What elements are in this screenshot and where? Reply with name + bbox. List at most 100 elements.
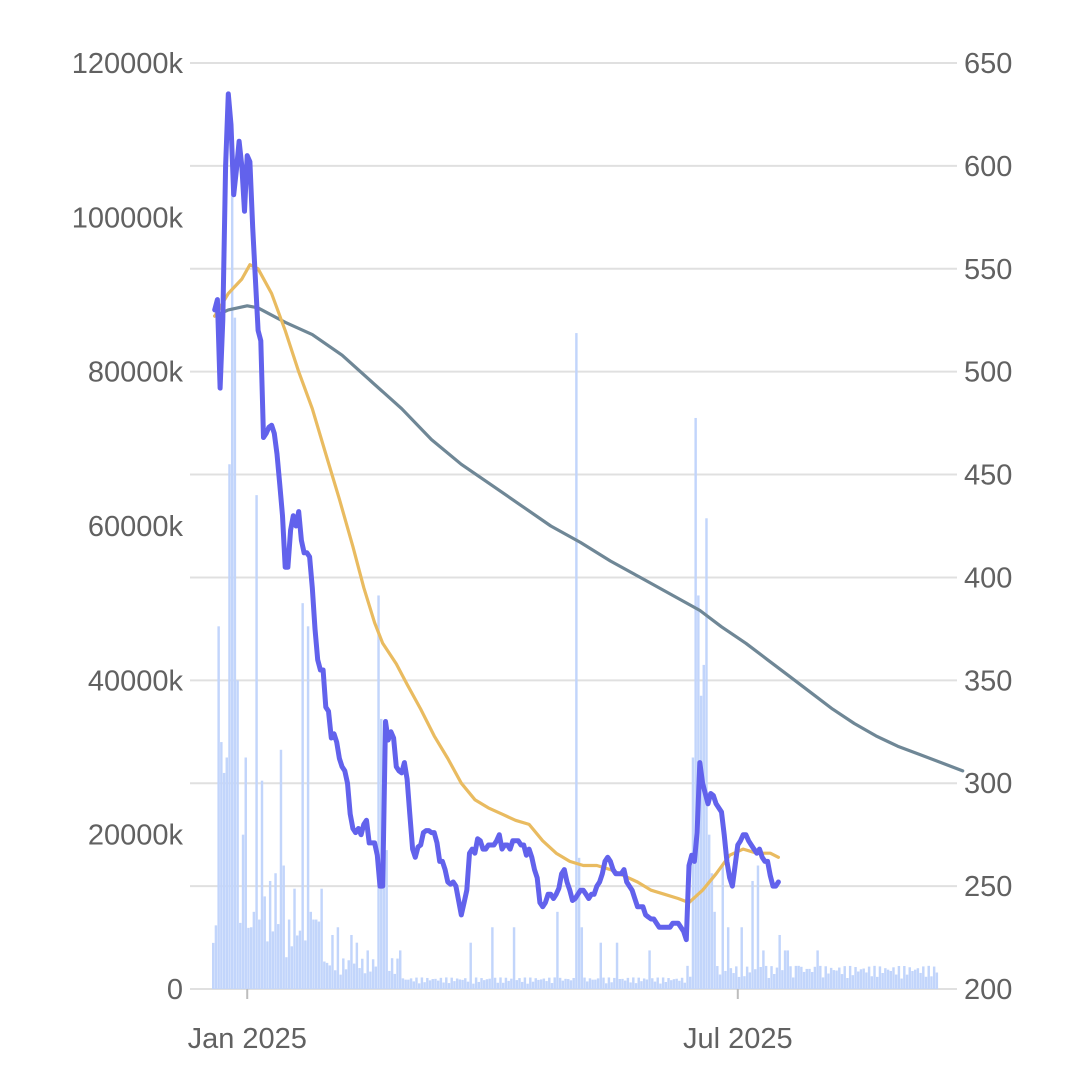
volume-bar: [889, 970, 893, 989]
volume-bar: [569, 980, 573, 989]
y-left-tick-label: 120000k: [72, 48, 184, 80]
volume-bar: [854, 967, 857, 989]
volume-bar: [922, 966, 925, 989]
volume-bar: [314, 919, 318, 989]
volume-bar: [439, 977, 443, 989]
volume-bar: [632, 977, 635, 989]
volume-bar: [212, 942, 215, 989]
volume-bar: [488, 978, 491, 989]
volume-bar: [656, 977, 659, 989]
volume-bar: [737, 976, 741, 989]
volume-bar: [602, 977, 605, 989]
volume-bar: [496, 982, 500, 989]
y-left-tick-label: 0: [167, 974, 183, 1006]
volume-bar: [268, 880, 272, 989]
volume-bar: [412, 981, 415, 989]
volume-bar: [897, 966, 901, 989]
volume-bar: [851, 975, 855, 989]
y-right-tick-label: 200: [964, 974, 1012, 1006]
volume-bar: [735, 966, 738, 989]
volume-bar: [518, 978, 521, 989]
volume-bar: [832, 970, 836, 989]
volume-bar: [301, 603, 304, 989]
volume-bar: [577, 857, 581, 989]
volume-bar: [553, 977, 556, 989]
volume-bar: [640, 981, 643, 989]
volume-bar: [293, 888, 296, 989]
volume-bar: [355, 942, 359, 989]
volume-bar: [531, 981, 535, 989]
volume-bar: [694, 417, 697, 989]
volume-bar: [935, 972, 939, 989]
volume-bar: [526, 983, 529, 989]
volume-bar: [274, 873, 277, 989]
volume-bar: [361, 958, 364, 989]
volume-bar: [510, 978, 513, 989]
volume-bar: [428, 980, 432, 989]
volume-bar: [689, 976, 692, 989]
volume-bar: [263, 896, 266, 989]
volume-series: [212, 186, 939, 989]
volume-bar: [626, 977, 630, 989]
volume-bar: [894, 974, 898, 989]
volume-bar: [867, 966, 871, 989]
volume-bar: [781, 970, 784, 989]
volume-bar: [366, 950, 369, 989]
y-left-tick-label: 40000k: [88, 665, 184, 697]
volume-bar: [507, 980, 510, 989]
volume-bar: [325, 962, 329, 989]
volume-bar: [827, 973, 830, 989]
volume-bar: [607, 977, 611, 989]
volume-bar: [483, 980, 486, 989]
volume-bar: [342, 958, 345, 989]
volume-bar: [236, 680, 239, 989]
volume-bar: [927, 965, 930, 989]
volume-bar: [575, 333, 578, 989]
volume-bar: [775, 967, 779, 989]
volume-bar: [369, 971, 372, 989]
price-line: [212, 91, 781, 943]
y-right-tick-label: 300: [964, 768, 1012, 800]
volume-bar: [409, 978, 413, 989]
volume-bar: [648, 950, 651, 989]
volume-bar: [919, 972, 922, 989]
volume-bar: [764, 965, 768, 989]
volume-bar: [634, 983, 638, 989]
volume-bar: [705, 518, 708, 989]
volume-bar: [932, 966, 936, 989]
volume-bar: [501, 982, 505, 989]
volume-bar: [870, 976, 874, 989]
volume-bar: [304, 940, 307, 989]
volume-bar: [859, 969, 863, 989]
volume-bar: [678, 980, 681, 989]
volume-bar: [217, 626, 220, 989]
volume-bar: [244, 757, 247, 989]
volume-bar: [458, 979, 462, 989]
volume-bar: [580, 927, 584, 989]
y-left-tick-label: 20000k: [88, 820, 184, 852]
volume-bar: [230, 186, 234, 989]
volume-bar: [838, 967, 841, 989]
volume-bar: [477, 981, 481, 989]
volume-bar: [857, 971, 860, 989]
volume-bar: [228, 464, 231, 989]
volume-bar: [445, 977, 448, 989]
volume-bar: [615, 942, 619, 989]
volume-bar: [339, 974, 342, 989]
volume-bar: [474, 977, 478, 989]
volume-bar: [331, 934, 334, 989]
volume-bar: [930, 976, 933, 989]
volume-bar: [846, 978, 849, 989]
volume-bar: [491, 927, 494, 989]
volume-bar: [691, 757, 695, 989]
volume-bar: [493, 977, 497, 989]
volume-bar: [829, 967, 833, 989]
volume-bar: [732, 973, 735, 989]
volume-bar: [754, 969, 757, 989]
volume-bar: [862, 968, 865, 989]
volume-bar: [396, 958, 399, 989]
volume-bar: [789, 966, 792, 989]
volume-bar: [876, 976, 879, 989]
volume-bar: [816, 950, 819, 989]
